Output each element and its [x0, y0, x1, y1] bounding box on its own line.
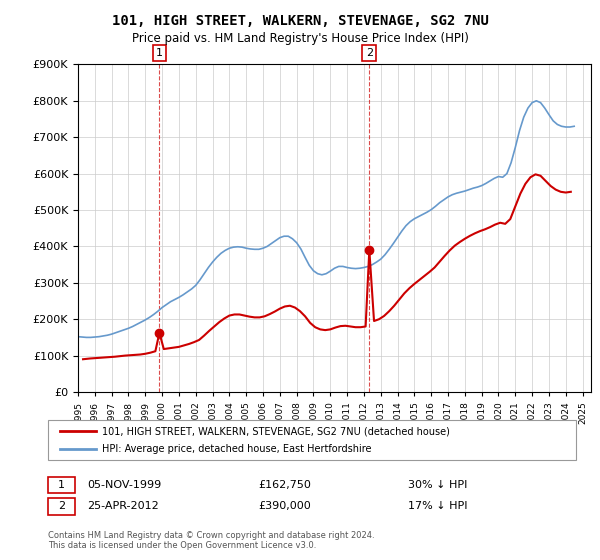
Text: 05-NOV-1999: 05-NOV-1999 [87, 480, 161, 490]
Text: 2: 2 [58, 501, 65, 511]
Text: £390,000: £390,000 [258, 501, 311, 511]
Text: HPI: Average price, detached house, East Hertfordshire: HPI: Average price, detached house, East… [102, 444, 371, 454]
Text: 101, HIGH STREET, WALKERN, STEVENAGE, SG2 7NU: 101, HIGH STREET, WALKERN, STEVENAGE, SG… [112, 14, 488, 28]
Text: 1: 1 [156, 48, 163, 58]
Text: 101, HIGH STREET, WALKERN, STEVENAGE, SG2 7NU (detached house): 101, HIGH STREET, WALKERN, STEVENAGE, SG… [102, 426, 450, 436]
Text: £162,750: £162,750 [258, 480, 311, 490]
Text: Price paid vs. HM Land Registry's House Price Index (HPI): Price paid vs. HM Land Registry's House … [131, 32, 469, 45]
Text: 1: 1 [58, 480, 65, 490]
Text: 30% ↓ HPI: 30% ↓ HPI [408, 480, 467, 490]
Text: Contains HM Land Registry data © Crown copyright and database right 2024.
This d: Contains HM Land Registry data © Crown c… [48, 530, 374, 550]
Text: 17% ↓ HPI: 17% ↓ HPI [408, 501, 467, 511]
Text: 2: 2 [366, 48, 373, 58]
Text: 25-APR-2012: 25-APR-2012 [87, 501, 159, 511]
